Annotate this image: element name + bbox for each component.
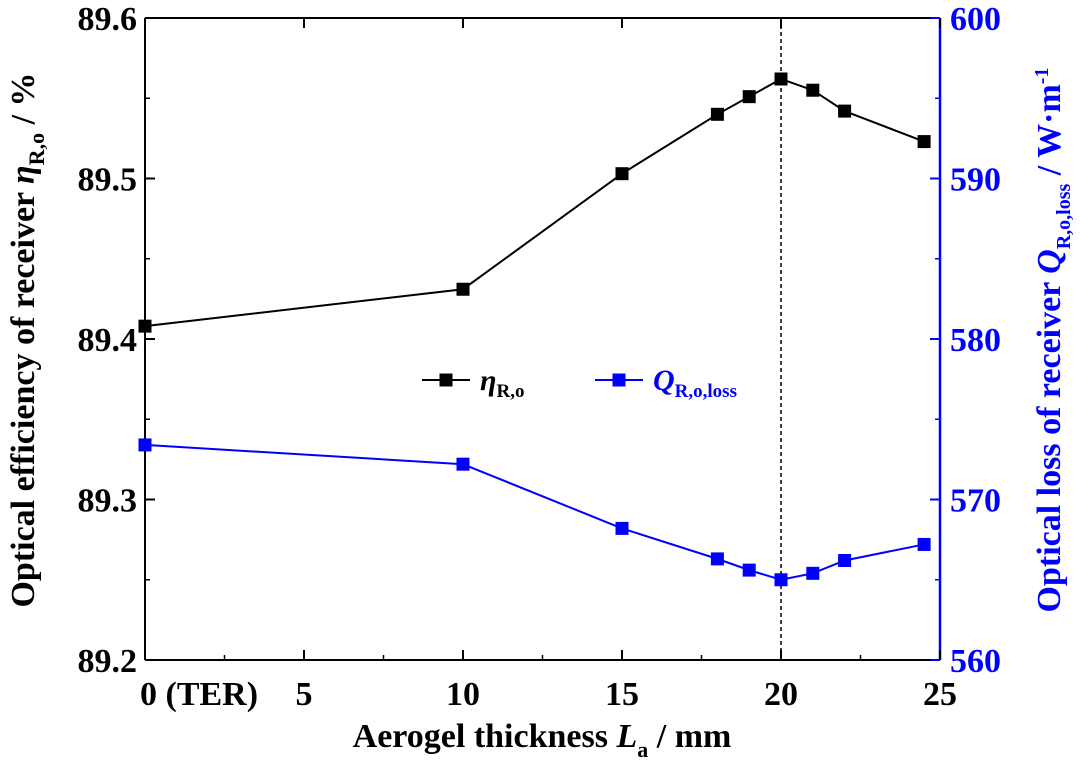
data-point (615, 167, 629, 181)
y-right-tick-label: 570 (950, 483, 1001, 520)
data-point (742, 90, 756, 104)
y-left-tick-label: 89.4 (78, 322, 138, 359)
x-tick-label: 25 (923, 676, 957, 713)
y-right-axis-title: Optical loss of receiver QR,o,loss / W·m… (1031, 68, 1075, 613)
x-tick-label: 15 (605, 676, 639, 713)
data-point (838, 104, 852, 118)
y-right-tick-label: 560 (950, 643, 1001, 680)
legend-marker (439, 373, 453, 387)
y-left-tick-label: 89.3 (78, 483, 138, 520)
y-right-tick-label: 580 (950, 322, 1001, 359)
y-left-tick-label: 89.6 (78, 1, 138, 38)
data-point (917, 135, 931, 149)
data-point (138, 438, 152, 452)
y-left-tick-label: 89.2 (78, 643, 138, 680)
data-point (615, 521, 629, 535)
series-line (144, 77, 925, 328)
data-point (456, 282, 470, 296)
y-left-axis-title: Optical efficiency of receiver ηR,o / % (5, 72, 49, 607)
axis-titles: Aerogel thickness La / mm Optical efficie… (5, 68, 1075, 762)
y-right-tick-label: 600 (950, 1, 1001, 38)
series-group (138, 72, 931, 587)
y-left-tick-label: 89.5 (78, 162, 138, 199)
data-point (710, 107, 724, 121)
data-point (917, 537, 931, 551)
x-tick-label: 10 (446, 676, 480, 713)
axes: 0 (TER) 5 10 15 20 25 89.2 89.3 89.4 89.5 89.6 560 5… (78, 1, 1002, 713)
data-point (742, 563, 756, 577)
data-point (806, 566, 820, 580)
data-point (138, 319, 152, 333)
series-line (144, 443, 925, 581)
data-point (456, 457, 470, 471)
x-axis-title: Aerogel thickness La / mm (353, 718, 732, 762)
x-tick-label: 5 (296, 676, 313, 713)
legend-label: QR,o,loss (653, 364, 737, 402)
data-point (806, 83, 820, 97)
x-tick-label: 0 (TER) (140, 676, 258, 713)
y-right-tick-label: 590 (950, 162, 1001, 199)
legend-label: ηR,o (480, 364, 524, 402)
data-point (774, 72, 788, 86)
data-point (838, 553, 852, 567)
x-tick-label: 20 (764, 676, 798, 713)
legend-marker (612, 373, 626, 387)
data-point (710, 552, 724, 566)
legend: ηR,o QR,o,loss (422, 364, 737, 402)
data-point (774, 573, 788, 587)
